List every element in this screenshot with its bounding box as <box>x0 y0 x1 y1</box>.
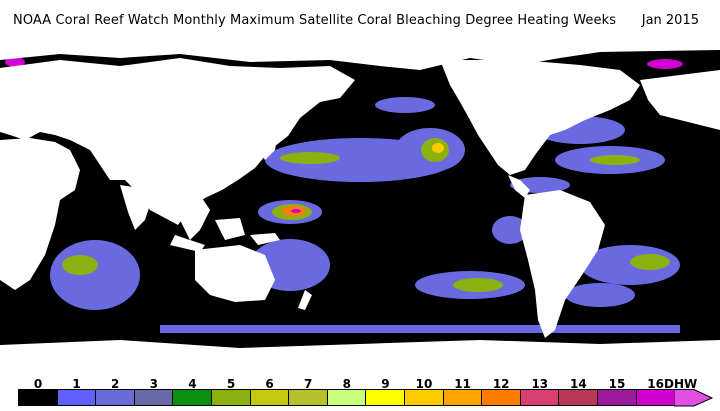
dhw-patch-southern-band <box>160 325 680 333</box>
land-antarctica <box>0 340 720 368</box>
legend-tick-label: 1 <box>72 377 81 391</box>
legend-color-swatch <box>597 389 637 406</box>
map-title: NOAA Coral Reef Watch Monthly Maximum Sa… <box>13 13 617 28</box>
dhw-patches <box>2 57 683 367</box>
legend-color-swatch <box>249 389 290 406</box>
land-central-america <box>508 175 530 198</box>
legend-tick-label: 8 <box>342 377 351 391</box>
land-africa <box>0 138 80 290</box>
legend-tick-label: 14 <box>570 377 587 391</box>
dhw-map-svg <box>0 40 720 368</box>
land <box>0 40 720 368</box>
legend-tick-label: 11 <box>454 377 471 391</box>
legend-color-swatch <box>211 389 251 406</box>
legend-color-swatch <box>326 389 367 406</box>
legend-color-swatch <box>635 389 676 406</box>
legend-color-swatch <box>95 389 135 406</box>
legend-color-swatch <box>519 389 560 406</box>
legend-color-swatch <box>558 389 598 406</box>
land-japan <box>260 128 278 160</box>
legend-color-swatch <box>365 389 405 406</box>
legend-tick-label: 12 <box>492 377 510 391</box>
legend-tick-label: 15 <box>608 377 626 391</box>
legend-color-swatch <box>481 389 521 406</box>
land-southeast-asia <box>170 190 210 240</box>
dhw-patch-east-pacific <box>492 216 528 244</box>
legend-tick-label: 5 <box>226 377 236 391</box>
legend-tick-label: 13 <box>531 377 549 391</box>
dhw-patch-northeast-pacific <box>432 143 444 153</box>
legend-tick-label: 4 <box>188 377 197 391</box>
dhw-patch-arctic-hotspot <box>5 57 25 67</box>
legend-color-swatch <box>404 389 444 406</box>
land-new-zealand <box>298 290 312 310</box>
land-australia <box>195 245 275 302</box>
legend-tick-label: 2 <box>111 377 120 391</box>
legend-color-swatch <box>172 389 212 406</box>
land-sumatra <box>170 235 205 252</box>
legend-tick-label: 6 <box>265 377 274 391</box>
dhw-patch-south-pacific <box>453 278 503 292</box>
dhw-patch-west-pacific-band <box>280 152 340 164</box>
legend-tick-label: 16 <box>647 377 664 391</box>
legend-arrow-tip <box>674 389 714 407</box>
legend-tick-label: 10 <box>415 377 433 391</box>
dhw-patch-indian-ocean <box>62 255 98 275</box>
legend-tick-label: 0 <box>33 377 43 391</box>
land-south-america <box>520 190 605 338</box>
legend-ticks: 0 1 2 3 4 5 6 7 8 9 10 11 12 13 14 15 16 <box>0 377 720 393</box>
legend-color-swatch <box>288 389 328 406</box>
legend-unit-label: DHW <box>664 377 698 391</box>
legend-tick-label: 7 <box>304 377 313 391</box>
dhw-patch-south-atlantic <box>565 283 635 307</box>
legend-color-swatch <box>442 389 483 406</box>
dhw-patch-north-atlantic <box>590 155 640 165</box>
legend-tick-label: 3 <box>149 377 158 391</box>
land-borneo <box>215 218 245 240</box>
land-new-guinea <box>250 233 280 245</box>
land-europe <box>640 70 720 130</box>
legend-tick-label: 9 <box>381 377 390 391</box>
legend-color-swatch <box>133 389 174 406</box>
dhw-patch-south-atlantic <box>630 254 670 270</box>
land-arctic <box>0 40 720 70</box>
dhw-patch-warm-pool <box>291 209 301 213</box>
land-eurasia <box>0 58 355 225</box>
dhw-patch-indian-ocean <box>50 240 140 310</box>
title-bar: NOAA Coral Reef Watch Monthly Maximum Sa… <box>0 0 720 40</box>
legend-color-swatch <box>56 389 97 406</box>
world-map <box>0 40 720 368</box>
dhw-patch-arctic-hotspot <box>647 59 683 69</box>
land-india <box>120 185 150 230</box>
map-date: Jan 2015 <box>641 13 699 28</box>
legend-color-swatch <box>18 389 58 406</box>
dhw-patch-bering <box>375 97 435 113</box>
land-north-america <box>440 60 640 175</box>
